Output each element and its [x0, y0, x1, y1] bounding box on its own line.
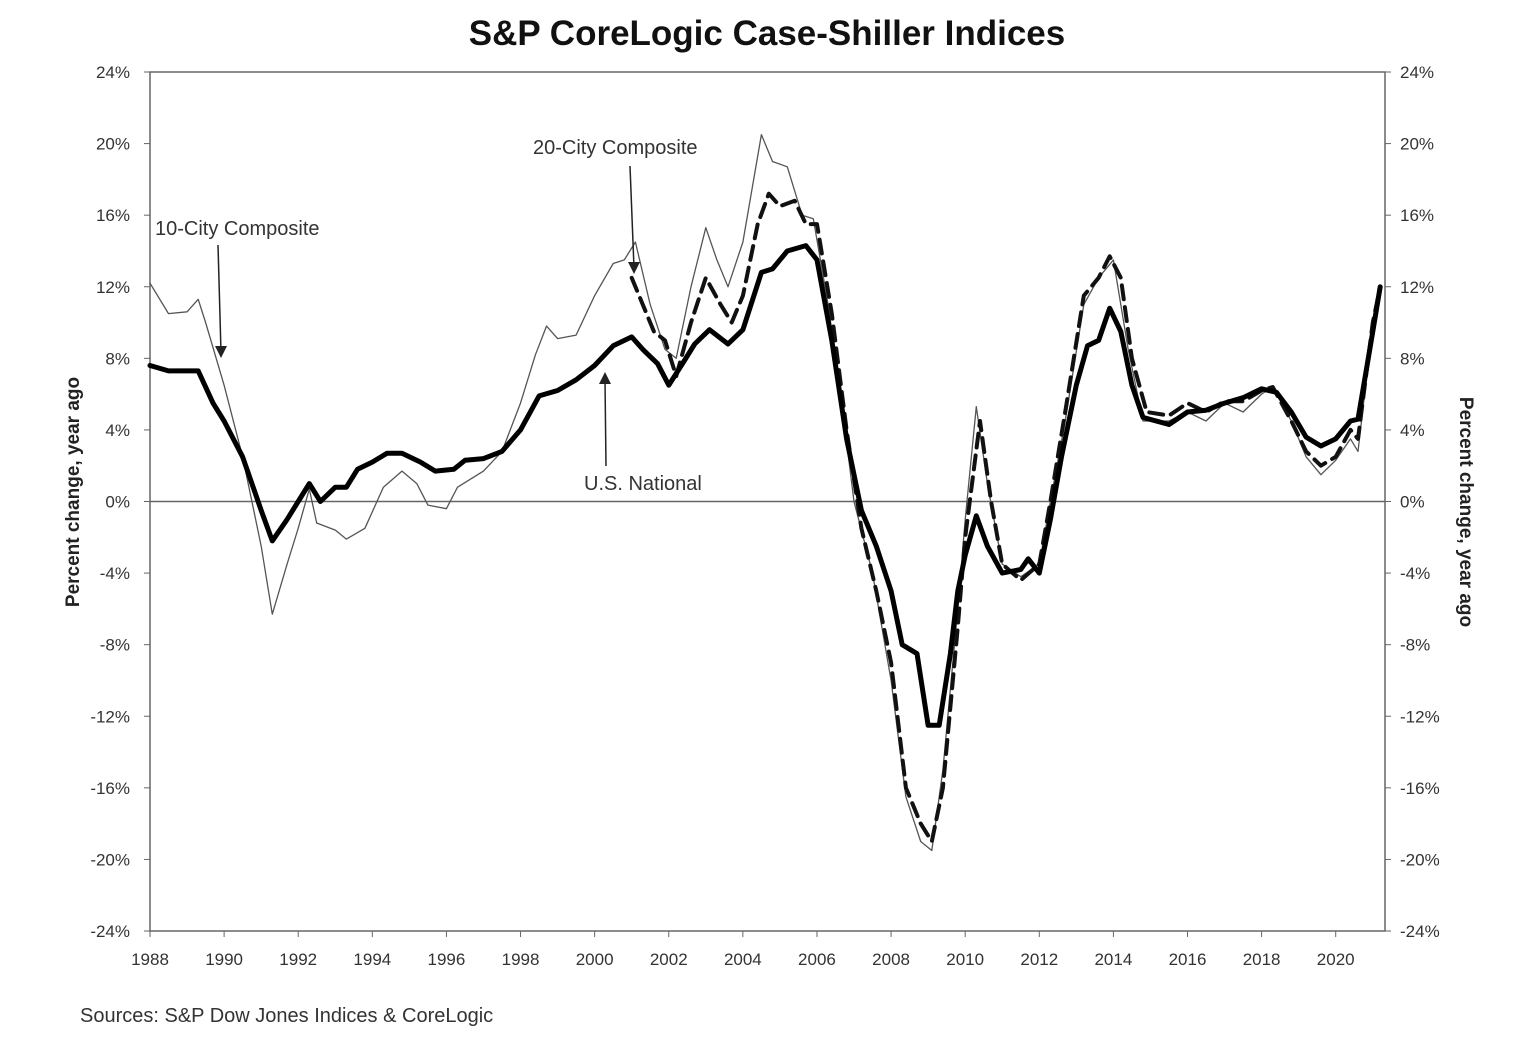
y-tick-label-left: 8% — [105, 349, 130, 368]
arrowhead-20-city — [628, 262, 640, 274]
y-tick-label-left: 0% — [105, 493, 130, 512]
annotation-20-city: 20-City Composite — [533, 137, 698, 159]
y-tick-label-right: 4% — [1400, 421, 1425, 440]
x-tick-label: 2018 — [1243, 950, 1281, 969]
x-tick-label: 2010 — [946, 950, 984, 969]
x-tick-label: 2008 — [872, 950, 910, 969]
series-line-u-s-national — [147, 243, 1383, 728]
x-tick-label: 2000 — [576, 950, 614, 969]
y-tick-label-right: 16% — [1400, 206, 1434, 225]
x-tick-label: 2004 — [724, 950, 762, 969]
series-line-10-city-composite — [149, 133, 1381, 852]
y-tick-label-right: -20% — [1400, 850, 1440, 869]
y-tick-label-left: -24% — [90, 922, 130, 941]
y-tick-label-left: -8% — [100, 636, 130, 655]
y-axis-title-right: Percent change, year ago — [1455, 397, 1476, 627]
y-tick-label-left: -4% — [100, 564, 130, 583]
y-tick-label-left: 4% — [105, 421, 130, 440]
x-tick-label: 2020 — [1317, 950, 1355, 969]
axes: 24% 24% 20% 20% 16% 16% 12% 12% 8% 8% 4% 4% 0% 0% -4% -… — [90, 63, 1439, 969]
x-tick-label: 1992 — [279, 950, 317, 969]
y-tick-label-right: 8% — [1400, 349, 1425, 368]
annotation-10-city: 10-City Composite — [155, 218, 320, 240]
x-tick-label: 1998 — [502, 950, 540, 969]
y-tick-label-left: -16% — [90, 779, 130, 798]
y-tick-label-right: 12% — [1400, 278, 1434, 297]
source-note: Sources: S&P Dow Jones Indices & CoreLog… — [80, 1005, 494, 1027]
series-line-20-city-composite — [629, 191, 1383, 844]
arrow-20-city — [629, 165, 635, 269]
y-tick-label-right: -24% — [1400, 922, 1440, 941]
y-tick-label-left: 20% — [96, 135, 130, 154]
y-tick-label-right: 24% — [1400, 63, 1434, 82]
chart-title: S&P CoreLogic Case-Shiller Indices — [468, 14, 1066, 53]
x-tick-label: 2012 — [1020, 950, 1058, 969]
arrow-10-city — [217, 244, 222, 353]
y-tick-label-left: 24% — [96, 63, 130, 82]
x-tick-label: 2016 — [1169, 950, 1207, 969]
annotation-national: U.S. National — [584, 473, 702, 495]
y-tick-label-right: -8% — [1400, 636, 1430, 655]
y-tick-label-right: -4% — [1400, 564, 1430, 583]
x-tick-label: 2002 — [650, 950, 688, 969]
y-tick-label-right: -16% — [1400, 779, 1440, 798]
x-tick-label: 2006 — [798, 950, 836, 969]
arrowhead-national — [599, 372, 611, 384]
y-tick-label-left: -20% — [90, 850, 130, 869]
y-tick-label-left: 12% — [96, 278, 130, 297]
x-tick-label: 1996 — [428, 950, 466, 969]
x-tick-label: 2014 — [1094, 950, 1132, 969]
x-tick-label: 1994 — [353, 950, 391, 969]
x-tick-label: 1990 — [205, 950, 243, 969]
y-tick-label-left: 16% — [96, 206, 130, 225]
y-axis-title-left: Percent change, year ago — [63, 377, 84, 607]
arrow-national — [604, 379, 607, 467]
annotations: 10-City Composite 20-City Composite U.S.… — [155, 137, 702, 495]
y-tick-label-right: -12% — [1400, 707, 1440, 726]
y-tick-label-right: 0% — [1400, 493, 1425, 512]
y-tick-label-right: 20% — [1400, 135, 1434, 154]
series-group — [147, 133, 1383, 852]
arrowhead-10-city — [215, 346, 227, 358]
x-tick-label: 1988 — [131, 950, 169, 969]
y-tick-label-left: -12% — [90, 707, 130, 726]
